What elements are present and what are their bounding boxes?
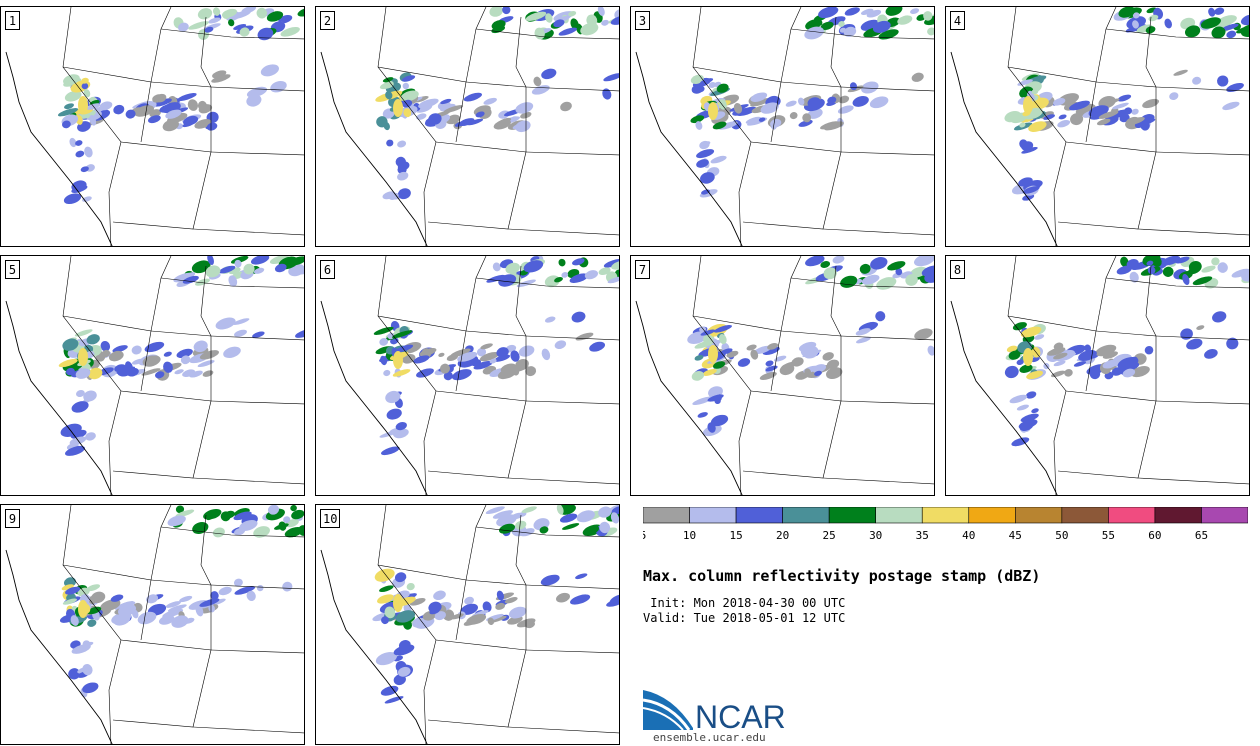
logo-text: NCAR (695, 699, 786, 732)
colorbar-tick-label: 50 (1055, 529, 1068, 542)
ensemble-member-panel: 2 (315, 6, 620, 247)
colorbar-swatch (828, 507, 876, 524)
ncar-swoosh-icon: NCAR (642, 690, 786, 735)
member-number: 1 (5, 11, 20, 30)
reflectivity-map (635, 256, 934, 495)
colorbar-tick-label: 25 (823, 529, 836, 542)
colorbar-swatch (735, 507, 783, 524)
colorbar-swatch (1154, 507, 1202, 524)
ensemble-member-panel: 8 (945, 255, 1250, 496)
colorbar-swatch (643, 507, 690, 524)
valid-time: Valid: Tue 2018-05-01 12 UTC (643, 611, 846, 625)
member-number: 9 (5, 509, 20, 528)
colorbar-swatch (968, 507, 1016, 524)
reflectivity-map (950, 256, 1249, 495)
member-number: 6 (320, 260, 335, 279)
reflectivity-map (320, 256, 619, 495)
colorbar-swatch (689, 507, 737, 524)
reflectivity-map (950, 7, 1249, 246)
colorbar-swatch (921, 507, 970, 524)
reflectivity-map (635, 7, 934, 246)
member-number: 5 (5, 260, 20, 279)
ensemble-member-panel: 4 (945, 6, 1250, 247)
colorbar-tick-label: 65 (1195, 529, 1208, 542)
plot-title: Max. column reflectivity postage stamp (… (643, 567, 1041, 585)
reflectivity-map (320, 7, 619, 246)
member-number: 10 (320, 509, 341, 528)
reflectivity-map (320, 505, 619, 744)
ensemble-member-panel: 10 (315, 504, 620, 745)
reflectivity-map (5, 7, 304, 246)
ensemble-member-panel: 7 (630, 255, 935, 496)
colorbar-tick-label: 35 (916, 529, 929, 542)
colorbar-tick-label: 5 (643, 529, 646, 542)
colorbar-swatch (1108, 507, 1156, 524)
reflectivity-colorbar: 5 10 15 20 25 30 35 40 45 50 55 60 65 (643, 507, 1248, 542)
colorbar-tick-label: 30 (869, 529, 882, 542)
ensemble-member-panel: 9 (0, 504, 305, 745)
ensemble-member-panel: 5 (0, 255, 305, 496)
colorbar-tick-label: 45 (1009, 529, 1022, 542)
reflectivity-map (5, 256, 304, 495)
ncar-logo: NCAR ensemble.ucar.edu (642, 690, 803, 744)
ensemble-member-panel: 6 (315, 255, 620, 496)
member-number: 4 (950, 11, 965, 30)
member-number: 2 (320, 11, 335, 30)
member-number: 8 (950, 260, 965, 279)
init-time: Init: Mon 2018-04-30 00 UTC (643, 596, 846, 610)
colorbar-tick-label: 55 (1102, 529, 1115, 542)
colorbar-tick-label: 40 (962, 529, 975, 542)
member-number: 3 (635, 11, 650, 30)
ensemble-member-panel: 3 (630, 6, 935, 247)
colorbar-swatch (1015, 507, 1063, 524)
logo-url: ensemble.ucar.edu (653, 731, 766, 744)
colorbar-swatch (1061, 507, 1109, 524)
member-number: 7 (635, 260, 650, 279)
colorbar-tick-label: 15 (729, 529, 742, 542)
ensemble-member-panel: 1 (0, 6, 305, 247)
colorbar-tick-label: 60 (1148, 529, 1161, 542)
colorbar-swatch (875, 507, 923, 524)
colorbar-swatch (782, 507, 830, 524)
colorbar-swatch (1201, 507, 1248, 524)
reflectivity-map (5, 505, 304, 744)
colorbar-tick-label: 10 (683, 529, 696, 542)
colorbar-tick-label: 20 (776, 529, 789, 542)
